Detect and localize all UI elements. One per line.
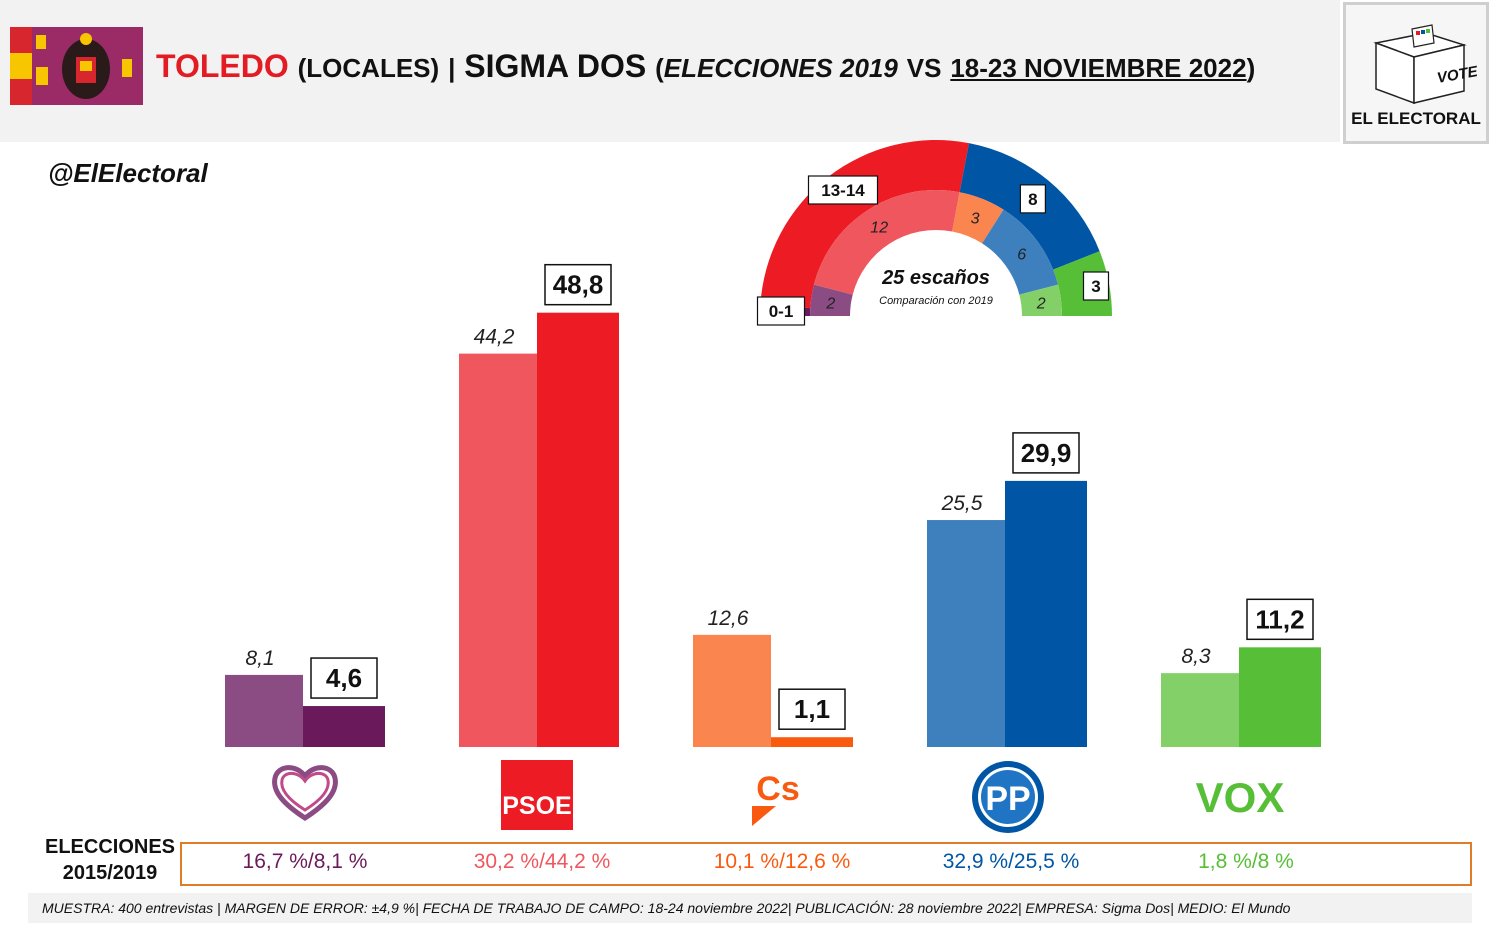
vox-logo-text: VOX [1196, 774, 1285, 821]
bar-2019-pp [927, 520, 1005, 747]
toledo-flag-icon [10, 27, 143, 105]
outer-seat-label: 8 [1028, 190, 1037, 209]
el-electoral-logo: VOTE EL ELECTORAL [1343, 2, 1489, 144]
label-box-2022-cs [778, 688, 846, 730]
elecciones-label: ELECCIONES 2015/2019 [40, 834, 180, 886]
outer-seat-label: 0-1 [769, 302, 794, 321]
seats-hemicycle: 2 12 3 6 2 0-1 13-14 8 3 25 escaños Comparación co… [756, 139, 1112, 326]
elecciones-label-line1: ELECCIONES [44, 836, 176, 858]
elecciones-box [180, 842, 1472, 886]
pp-logo-icon: PP [972, 761, 1044, 833]
bar-2019-vox [1161, 673, 1239, 747]
methodology-footnote: MUESTRA: 400 entrevistas | MARGEN DE ERR… [28, 893, 1472, 923]
inner-segment-pp [982, 209, 1059, 295]
inner-seat-label: 2 [1036, 296, 1046, 313]
bar-2019-cs [693, 634, 771, 747]
bar-2019-podemos [225, 674, 303, 747]
outer-seat-label-box [807, 175, 879, 205]
label-2019-podemos: 8,1 [245, 647, 274, 670]
psoe-logo-text: PSOE [502, 792, 571, 820]
outer-seat-label-box [1082, 271, 1110, 301]
label-2022-cs: 1,1 [794, 694, 830, 724]
bar-2022-podemos [303, 706, 385, 747]
label-2022-vox: 11,2 [1255, 604, 1304, 634]
twitter-handle: @ElElectoral [48, 158, 208, 188]
cs-logo-icon: Cs [752, 770, 800, 826]
cs-logo-text: Cs [756, 770, 799, 808]
bar-2022-psoe [537, 312, 619, 747]
outer-seat-label-box [756, 296, 806, 326]
elecciones-value-pp: 32,9 %/25,5 % [942, 850, 1080, 873]
title-paren-open: ( [655, 53, 664, 83]
elecciones-value-vox: 1,8 %/8 % [1198, 850, 1294, 873]
label-2022-psoe: 48,8 [553, 270, 604, 300]
elecciones-value-psoe: 30,2 %/44,2 % [473, 850, 611, 873]
title-paren-close: ) [1246, 53, 1256, 83]
psoe-logo-icon: PSOE [501, 760, 573, 830]
label-box-2022-podemos [310, 657, 378, 699]
label-box-2022-pp [1012, 432, 1080, 474]
elecciones-label-line2: 2015/2019 [62, 862, 158, 884]
bar-2022-cs [771, 737, 853, 747]
label-box-2022-psoe [544, 263, 612, 306]
outer-seat-label-box [1019, 184, 1046, 214]
inner-seat-label: 12 [870, 220, 888, 237]
bars-layer: 8,1 4,6 44,2 48,8 12,6 1,1 25,5 29,9 8,3 11,2 [225, 263, 1321, 747]
inner-segment-cs [952, 192, 1004, 244]
label-2022-pp: 29,9 [1021, 438, 1072, 468]
inner-segment-unidas-podemos [810, 284, 853, 316]
label-2022-podemos: 4,6 [326, 663, 362, 693]
elecciones-value-cs: 10,1 %/12,6 % [713, 850, 851, 873]
pp-logo-text: PP [985, 780, 1030, 818]
title-elections: ELECCIONES 2019 [663, 53, 898, 83]
seats-subtitle: Comparación con 2019 [879, 295, 993, 307]
title-type: (LOCALES) [297, 53, 440, 83]
title-vs: VS [906, 53, 942, 83]
outer-seat-label: 13-14 [821, 181, 865, 200]
title-separator: | [448, 53, 456, 83]
label-box-2022-vox [1246, 598, 1314, 641]
brand-name: EL ELECTORAL [1351, 109, 1481, 128]
inner-segment-psoe [813, 190, 960, 295]
vox-logo-icon: VOX [1196, 774, 1285, 821]
header-banner: TOLEDO (LOCALES) | SIGMA DOS (ELECCIONES… [0, 0, 1340, 142]
podemos-logo-icon [272, 765, 338, 821]
title-date: 18-23 NOVIEMBRE 2022 [950, 53, 1247, 83]
outer-seat-label: 3 [1091, 277, 1100, 296]
ballot-box-icon: VOTE [1373, 24, 1480, 105]
label-2019-cs: 12,6 [708, 607, 749, 630]
label-2019-psoe: 44,2 [474, 326, 515, 349]
bar-2019-psoe [459, 353, 537, 747]
outer-segment-psoe [760, 139, 969, 309]
page-title: TOLEDO (LOCALES) | SIGMA DOS (ELECCIONES… [156, 48, 1255, 85]
title-city: TOLEDO [156, 48, 289, 84]
seats-title: 25 escaños [881, 267, 990, 289]
inner-seat-label: 3 [971, 210, 980, 227]
elecciones-value-podemos: 16,7 %/8,1 % [242, 850, 368, 873]
title-pollster: SIGMA DOS [464, 48, 647, 84]
bar-2022-vox [1239, 647, 1321, 747]
inner-segment-vox [1019, 284, 1062, 316]
inner-seat-label: 6 [1017, 247, 1026, 264]
bar-2022-pp [1005, 480, 1087, 747]
inner-seat-label: 2 [825, 296, 835, 313]
label-2019-pp: 25,5 [941, 492, 983, 515]
label-2019-vox: 8,3 [1181, 645, 1211, 668]
